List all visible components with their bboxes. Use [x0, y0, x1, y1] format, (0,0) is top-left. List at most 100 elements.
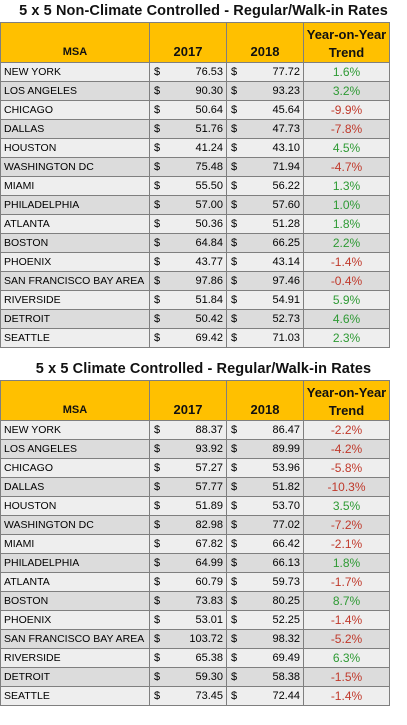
- value-2018: 45.64: [272, 104, 300, 116]
- currency-symbol: $: [231, 66, 238, 78]
- value-2017: 60.79: [195, 576, 223, 588]
- table-row: WASHINGTON DC $82.98 $77.02 -7.2%: [0, 515, 390, 535]
- table-row: CHICAGO $57.27 $53.96 -5.8%: [0, 458, 390, 478]
- table-row: HOUSTON $41.24 $43.10 4.5%: [0, 138, 390, 158]
- currency-symbol: $: [231, 161, 238, 173]
- value-2018-cell: $59.73: [226, 572, 304, 592]
- msa-cell: BOSTON: [0, 233, 150, 253]
- currency-symbol: $: [154, 161, 161, 173]
- value-2018-cell: $66.25: [226, 233, 304, 253]
- trend-cell: -1.4%: [303, 252, 390, 272]
- value-2018: 72.44: [272, 690, 300, 702]
- section-non-climate: 5 x 5 Non-Climate Controlled - Regular/W…: [0, 0, 407, 358]
- msa-cell: DETROIT: [0, 667, 150, 687]
- table-row: DETROIT $50.42 $52.73 4.6%: [0, 309, 390, 329]
- table-row: MIAMI $55.50 $56.22 1.3%: [0, 176, 390, 196]
- currency-symbol: $: [231, 275, 238, 287]
- currency-symbol: $: [154, 690, 161, 702]
- value-2018-cell: $97.46: [226, 271, 304, 291]
- section-title: 5 x 5 Climate Controlled - Regular/Walk-…: [35, 361, 372, 377]
- value-2017-cell: $60.79: [149, 572, 227, 592]
- currency-symbol: $: [154, 66, 161, 78]
- currency-symbol: $: [231, 85, 238, 97]
- currency-symbol: $: [231, 332, 238, 344]
- value-2017-cell: $50.42: [149, 309, 227, 329]
- value-2017-cell: $57.00: [149, 195, 227, 215]
- value-2018-cell: $93.23: [226, 81, 304, 101]
- value-2017-cell: $75.48: [149, 157, 227, 177]
- table-row: RIVERSIDE $51.84 $54.91 5.9%: [0, 290, 390, 310]
- value-2018: 77.72: [272, 66, 300, 78]
- currency-symbol: $: [231, 256, 238, 268]
- table-row: ATLANTA $60.79 $59.73 -1.7%: [0, 572, 390, 592]
- msa-cell: LOS ANGELES: [0, 81, 150, 101]
- currency-symbol: $: [154, 218, 161, 230]
- value-2018: 51.28: [272, 218, 300, 230]
- trend-cell: 3.5%: [303, 496, 390, 516]
- header-2017: 2017: [149, 380, 227, 421]
- header-trend-line2: Trend: [328, 45, 365, 60]
- value-2018-cell: $53.96: [226, 458, 304, 478]
- msa-cell: BOSTON: [0, 591, 150, 611]
- msa-cell: RIVERSIDE: [0, 290, 150, 310]
- msa-cell: PHILADELPHIA: [0, 553, 150, 573]
- value-2017: 43.77: [195, 256, 223, 268]
- currency-symbol: $: [231, 500, 238, 512]
- value-2017: 90.30: [195, 85, 223, 97]
- value-2017-cell: $59.30: [149, 667, 227, 687]
- value-2018-cell: $71.94: [226, 157, 304, 177]
- value-2017-cell: $51.84: [149, 290, 227, 310]
- table-row: CHICAGO $50.64 $45.64 -9.9%: [0, 100, 390, 120]
- msa-cell: NEW YORK: [0, 62, 150, 82]
- value-2017: 51.84: [195, 294, 223, 306]
- value-2018-cell: $58.38: [226, 667, 304, 687]
- value-2017-cell: $43.77: [149, 252, 227, 272]
- trend-cell: 1.6%: [303, 62, 390, 82]
- msa-cell: WASHINGTON DC: [0, 515, 150, 535]
- msa-cell: SAN FRANCISCO BAY AREA: [0, 629, 150, 649]
- currency-symbol: $: [154, 199, 161, 211]
- value-2017-cell: $57.77: [149, 477, 227, 497]
- trend-cell: -4.2%: [303, 439, 390, 459]
- value-2018: 89.99: [272, 443, 300, 455]
- value-2017: 51.89: [195, 500, 223, 512]
- currency-symbol: $: [231, 424, 238, 436]
- value-2018-cell: $51.82: [226, 477, 304, 497]
- table-row: LOS ANGELES $93.92 $89.99 -4.2%: [0, 439, 390, 459]
- msa-cell: HOUSTON: [0, 496, 150, 516]
- trend-cell: -1.4%: [303, 610, 390, 630]
- table-body: NEW YORK $76.53 $77.72 1.6% LOS ANGELES $90.3…: [0, 62, 390, 348]
- value-2018: 57.60: [272, 199, 300, 211]
- table-row: ATLANTA $50.36 $51.28 1.8%: [0, 214, 390, 234]
- value-2018: 52.25: [272, 614, 300, 626]
- msa-cell: NEW YORK: [0, 420, 150, 440]
- value-2018: 66.25: [272, 237, 300, 249]
- rates-table: MSA 2017 2018 Year-on-Year Trend NEW YOR…: [0, 380, 390, 706]
- trend-cell: 1.3%: [303, 176, 390, 196]
- currency-symbol: $: [154, 424, 161, 436]
- value-2018: 56.22: [272, 180, 300, 192]
- currency-symbol: $: [231, 294, 238, 306]
- currency-symbol: $: [231, 633, 238, 645]
- value-2018: 97.46: [272, 275, 300, 287]
- msa-cell: PHILADELPHIA: [0, 195, 150, 215]
- currency-symbol: $: [154, 519, 161, 531]
- value-2018-cell: $53.70: [226, 496, 304, 516]
- trend-cell: -1.4%: [303, 686, 390, 706]
- msa-cell: HOUSTON: [0, 138, 150, 158]
- rates-table: MSA 2017 2018 Year-on-Year Trend NEW YOR…: [0, 22, 390, 348]
- value-2017-cell: $64.84: [149, 233, 227, 253]
- value-2018-cell: $66.42: [226, 534, 304, 554]
- trend-cell: -4.7%: [303, 157, 390, 177]
- value-2018-cell: $56.22: [226, 176, 304, 196]
- currency-symbol: $: [231, 462, 238, 474]
- table-row: PHILADELPHIA $64.99 $66.13 1.8%: [0, 553, 390, 573]
- value-2017: 50.36: [195, 218, 223, 230]
- value-2017: 73.83: [195, 595, 223, 607]
- currency-symbol: $: [154, 275, 161, 287]
- currency-symbol: $: [154, 443, 161, 455]
- table-row: LOS ANGELES $90.30 $93.23 3.2%: [0, 81, 390, 101]
- table-row: RIVERSIDE $65.38 $69.49 6.3%: [0, 648, 390, 668]
- value-2017: 59.30: [195, 671, 223, 683]
- currency-symbol: $: [154, 576, 161, 588]
